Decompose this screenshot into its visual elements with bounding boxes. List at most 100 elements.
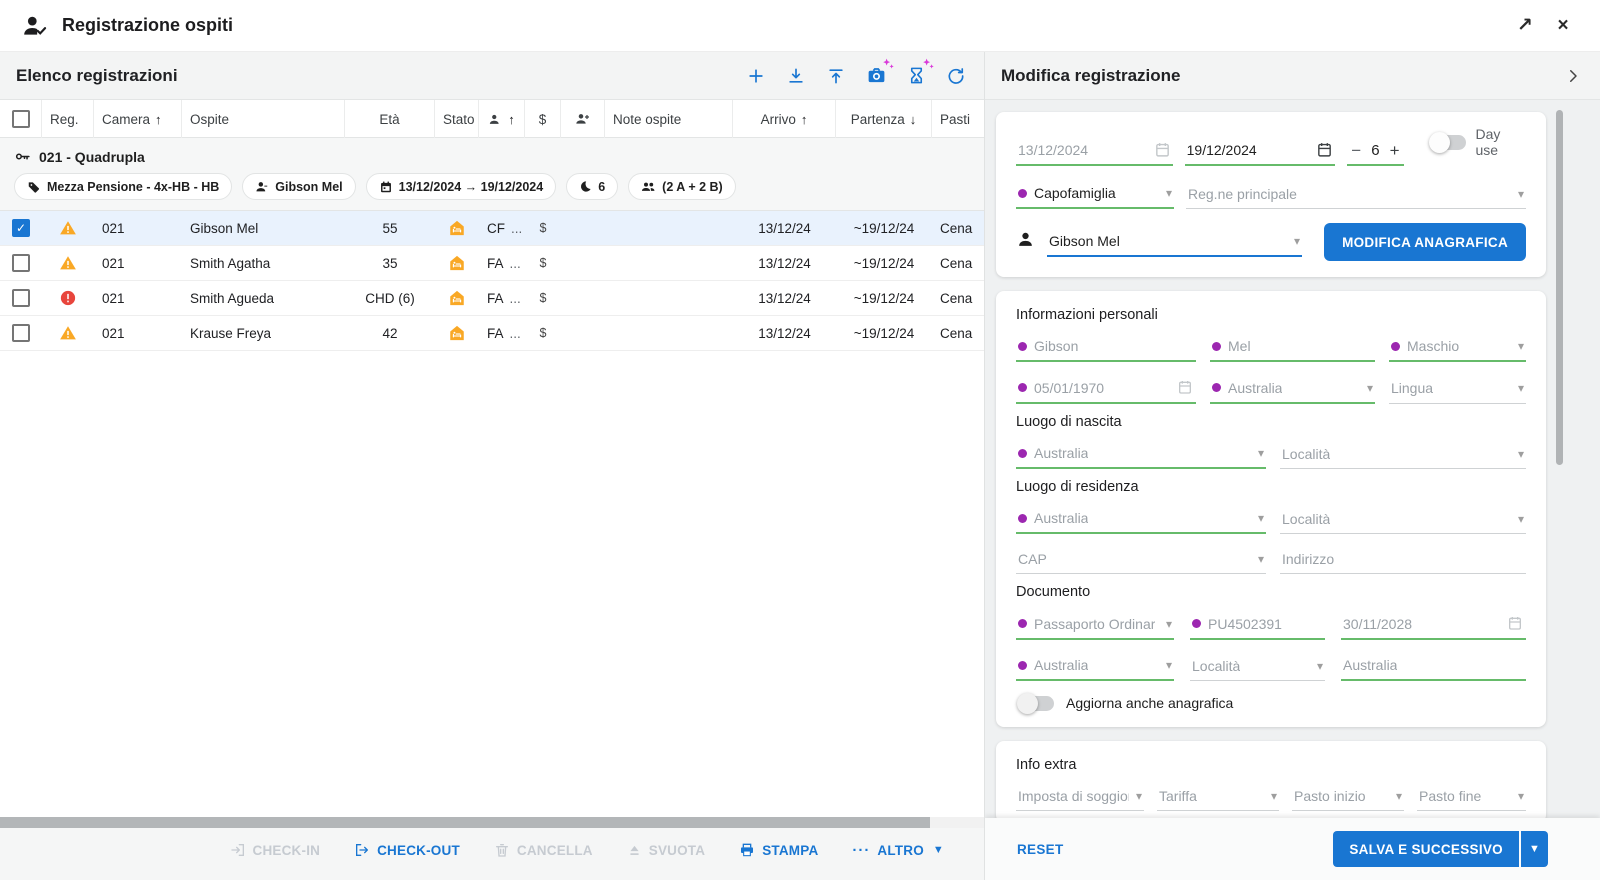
caret-down-icon: ▼ [932, 844, 944, 856]
extra-info-card: Info extra Imposta di soggior ▾ Tariffa ▾ … [996, 741, 1546, 823]
list-panel-title: Elenco registrazioni [16, 65, 178, 85]
row-checkbox[interactable]: ✓ [12, 219, 30, 237]
dropdown-caret-icon: ▾ [1257, 446, 1264, 460]
col-pasti[interactable]: Pasti [940, 111, 971, 127]
calendar-icon [379, 180, 393, 194]
print-button[interactable]: STAMPA [739, 836, 818, 864]
dropdown-caret-icon: ▾ [1257, 511, 1264, 525]
row-checkbox[interactable] [12, 324, 30, 342]
dropdown-caret-icon: ▾ [1165, 186, 1172, 200]
col-camera[interactable]: Camera ↑ [94, 100, 182, 138]
empty-button[interactable]: SVUOTA [627, 836, 705, 864]
select-all-checkbox[interactable] [11, 110, 30, 128]
required-dot-icon [1192, 619, 1201, 628]
export-icon[interactable] [824, 64, 848, 88]
titlebar: Registrazione ospiti ↗ × [0, 0, 1600, 52]
printer-icon [739, 842, 755, 858]
sort-up-icon: ↑ [800, 111, 808, 127]
first-meal-select: Pasto inizio ▾ [1292, 783, 1404, 811]
row-checkbox[interactable] [12, 289, 30, 307]
row-checkbox[interactable] [12, 254, 30, 272]
birth-country-select: Australia ▾ [1016, 440, 1266, 469]
cap-select: CAP ▾ [1016, 546, 1266, 574]
person-icon [1016, 230, 1035, 249]
residence-locality-select: Località ▾ [1280, 505, 1526, 534]
col-eta[interactable]: Età [345, 100, 435, 138]
guest-select[interactable]: Gibson Mel ▾ [1047, 228, 1303, 257]
col-note[interactable]: Note ospite [605, 100, 733, 138]
table-row[interactable]: 021 Smith Agueda CHD (6) FA... $ 13/12/2… [0, 281, 984, 316]
auto-night-icon[interactable] [904, 58, 934, 88]
expand-icon[interactable]: ↗ [1517, 15, 1533, 36]
birthdate-field: 05/01/1970 [1016, 374, 1196, 404]
required-dot-icon [1391, 341, 1400, 351]
more-button[interactable]: ··· ALTRO ▼ [852, 841, 944, 859]
col-stato[interactable]: Stato [435, 100, 479, 138]
checkout-button[interactable]: CHECK-OUT [354, 836, 460, 864]
add-icon[interactable] [744, 64, 768, 88]
dropdown-caret-icon: ▾ [1395, 789, 1402, 803]
col-ruolo[interactable]: ↑ [479, 100, 525, 138]
refresh-icon[interactable] [944, 64, 968, 88]
nights-chip[interactable]: 6 [566, 173, 619, 200]
hotel-icon [448, 289, 466, 307]
dropdown-caret-icon: ▾ [1294, 233, 1301, 248]
col-partenza[interactable]: Partenza ↓ [836, 100, 932, 138]
edit-panel-title: Modifica registrazione [1001, 65, 1181, 85]
nights-stepper[interactable]: − 6 + [1347, 138, 1404, 166]
date-from-field: 13/12/2024 [1016, 136, 1173, 166]
trash-icon [494, 842, 510, 858]
horizontal-scrollbar-thumb[interactable] [0, 817, 930, 828]
camera-scan-icon[interactable] [864, 58, 894, 88]
dropdown-caret-icon: ▾ [1165, 658, 1172, 672]
save-options-caret[interactable]: ▼ [1521, 831, 1548, 867]
plus-icon[interactable]: + [1389, 141, 1400, 160]
document-issuer-field: Australia [1341, 652, 1526, 681]
vertical-scrollbar-thumb[interactable] [1556, 110, 1563, 465]
dates-chip[interactable]: 13/12/2024 → 19/12/2024 [365, 173, 557, 200]
calendar-field-icon [1154, 141, 1171, 158]
chevron-right-icon[interactable] [1562, 65, 1584, 87]
col-reg[interactable]: Reg. [42, 100, 94, 138]
day-use-toggle[interactable] [1428, 131, 1466, 153]
checkin-button[interactable]: CHECK-IN [230, 836, 321, 864]
col-person-add[interactable] [561, 100, 605, 138]
hotel-icon [448, 219, 466, 237]
citizenship-select: Australia ▾ [1210, 374, 1375, 404]
edit-form-scroll-area: 13/12/2024 19/12/2024 − 6 + [985, 100, 1600, 880]
dropdown-caret-icon: ▾ [1165, 616, 1172, 631]
required-dot-icon [1018, 619, 1027, 628]
minus-icon[interactable]: − [1351, 141, 1362, 160]
sort-up-icon: ↑ [155, 111, 162, 127]
required-dot-icon [1212, 341, 1221, 351]
tag-icon [27, 180, 41, 194]
import-icon[interactable] [784, 64, 808, 88]
pax-chip[interactable]: (2 A + 2 B) [628, 173, 736, 200]
table-row[interactable]: 021 Smith Agatha 35 FA... $ 13/12/24 ~19… [0, 246, 984, 281]
modifica-anagrafica-button[interactable]: MODIFICA ANAGRAFICA [1324, 223, 1526, 261]
calendar-field-icon[interactable] [1316, 141, 1333, 158]
update-registry-toggle[interactable] [1017, 692, 1054, 714]
table-row[interactable]: ✓ 021 Gibson Mel 55 CF... $ 13/12/24 ~19… [0, 211, 984, 246]
save-next-button[interactable]: SALVA E SUCCESSIVO [1333, 831, 1519, 867]
board-chip[interactable]: Mezza Pensione - 4x-HB - HB [14, 173, 233, 200]
residence-title: Luogo di residenza [1016, 479, 1139, 495]
extra-info-title: Info extra [1016, 757, 1077, 773]
col-dollar[interactable]: $ [525, 100, 561, 138]
room-group-row[interactable]: 021 - Quadrupla Mezza Pensione - 4x-HB -… [0, 138, 984, 211]
document-country-select: Australia ▾ [1016, 652, 1174, 681]
table-row[interactable]: 021 Krause Freya 42 FA... $ 13/12/24 ~19… [0, 316, 984, 351]
list-toolbar [744, 58, 968, 88]
room-group-title: 021 - Quadrupla [14, 148, 984, 165]
hotel-icon [448, 254, 466, 272]
delete-button[interactable]: CANCELLA [494, 836, 593, 864]
holder-chip[interactable]: Gibson Mel [242, 173, 356, 200]
close-icon[interactable]: × [1557, 14, 1569, 36]
role-select[interactable]: Capofamiglia ▾ [1016, 180, 1174, 209]
col-arrivo[interactable]: Arrivo ↑ [733, 100, 836, 138]
date-to-field[interactable]: 19/12/2024 [1184, 136, 1336, 166]
reset-button[interactable]: RESET [1017, 841, 1064, 857]
col-ospite[interactable]: Ospite [182, 100, 345, 138]
horizontal-scrollbar[interactable] [0, 817, 984, 828]
